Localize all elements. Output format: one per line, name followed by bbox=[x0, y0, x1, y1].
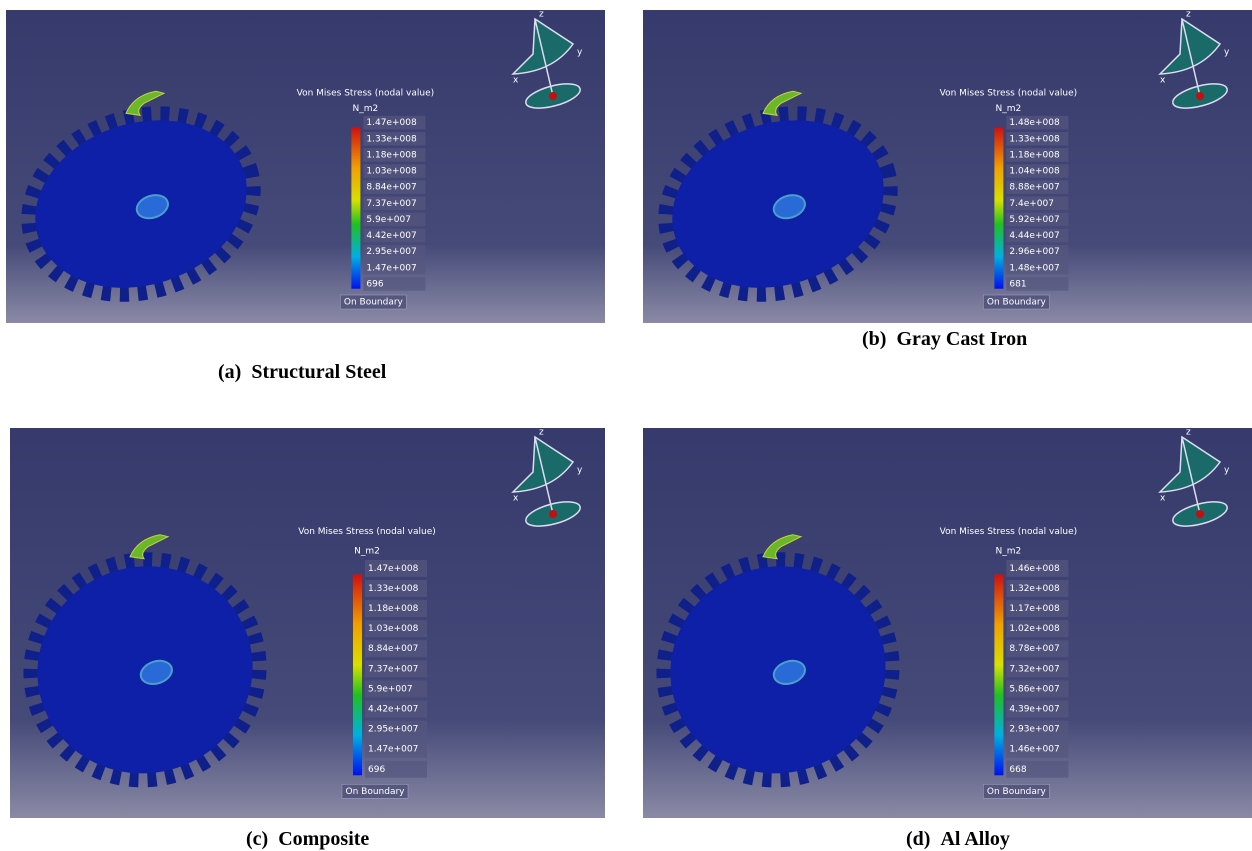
legend-tick: 1.03e+008 bbox=[368, 624, 419, 634]
axis-label: z bbox=[539, 428, 544, 438]
legend-tick: 696 bbox=[368, 765, 385, 775]
axis-label: x bbox=[513, 494, 519, 504]
legend-tick: 1.48e+008 bbox=[1009, 118, 1060, 128]
axis-label: x bbox=[1160, 76, 1166, 86]
legend-unit: N_m2 bbox=[354, 546, 380, 556]
legend-unit: N_m2 bbox=[996, 104, 1022, 114]
legend-tick: 1.46e+007 bbox=[1009, 745, 1059, 755]
legend-unit: N_m2 bbox=[353, 104, 379, 114]
legend-tick: 1.47e+008 bbox=[366, 118, 417, 128]
caption-text: Al Alloy bbox=[940, 828, 1009, 850]
boundary-label: On Boundary bbox=[987, 297, 1047, 307]
axis-label: y bbox=[577, 466, 583, 476]
legend-tick: 1.47e+007 bbox=[366, 263, 416, 273]
compass-origin bbox=[1196, 92, 1204, 100]
axis-label: z bbox=[539, 10, 544, 20]
legend-tick: 4.42e+007 bbox=[368, 704, 418, 714]
legend-tick: 1.46e+008 bbox=[1009, 564, 1060, 574]
legend-tick: 2.93e+007 bbox=[1009, 725, 1059, 735]
legend-tick: 5.92e+007 bbox=[1009, 215, 1059, 225]
compass-origin bbox=[549, 510, 557, 518]
legend-tick: 4.44e+007 bbox=[1009, 231, 1059, 241]
boundary-label: On Boundary bbox=[987, 787, 1047, 797]
axis-label: z bbox=[1186, 428, 1191, 438]
color-bar bbox=[351, 128, 360, 289]
caption: (b) Gray Cast Iron bbox=[862, 328, 1027, 351]
axis-label: y bbox=[1224, 466, 1230, 476]
axis-label: x bbox=[513, 76, 519, 86]
legend-tick: 696 bbox=[366, 279, 383, 289]
legend-tick: 7.37e+007 bbox=[368, 664, 418, 674]
caption-label: (b) bbox=[862, 328, 886, 350]
panel-b: z y x Von Mises Stress (nodal value) N_m2 1.4… bbox=[643, 10, 1252, 323]
legend-tick: 8.84e+007 bbox=[366, 183, 416, 193]
legend-title: Von Mises Stress (nodal value) bbox=[940, 88, 1078, 98]
caption: (d) Al Alloy bbox=[906, 828, 1010, 851]
caption-label: (c) bbox=[246, 828, 268, 850]
caption-text: Structural Steel bbox=[251, 361, 386, 383]
figure: z y x Von Mises Stress (nodal value) N_m2 1.4… bbox=[0, 0, 1252, 851]
color-bar bbox=[353, 574, 362, 775]
legend-tick: 5.9e+007 bbox=[366, 215, 411, 225]
legend-tick: 7.32e+007 bbox=[1009, 664, 1059, 674]
legend-tick: 4.39e+007 bbox=[1009, 704, 1059, 714]
legend-tick: 1.48e+007 bbox=[1009, 263, 1059, 273]
panel-c: z y x Von Mises Stress (nodal value) N_m2 1.4… bbox=[10, 428, 605, 818]
legend-tick: 1.47e+008 bbox=[368, 564, 419, 574]
legend-tick: 5.86e+007 bbox=[1009, 684, 1059, 694]
legend-tick: 2.95e+007 bbox=[366, 247, 416, 257]
legend-tick: 1.02e+008 bbox=[1009, 624, 1060, 634]
legend-title: Von Mises Stress (nodal value) bbox=[298, 527, 436, 537]
legend-tick: 7.37e+007 bbox=[366, 199, 416, 209]
legend-tick: 8.88e+007 bbox=[1009, 183, 1059, 193]
legend-tick: 8.84e+007 bbox=[368, 644, 418, 654]
axis-label: x bbox=[1160, 494, 1166, 504]
legend-tick: 2.95e+007 bbox=[368, 725, 418, 735]
legend-tick: 4.42e+007 bbox=[366, 231, 416, 241]
caption: (c) Composite bbox=[246, 828, 369, 851]
legend-tick: 1.32e+008 bbox=[1009, 584, 1060, 594]
legend-tick: 5.9e+007 bbox=[368, 684, 413, 694]
legend-tick: 668 bbox=[1009, 765, 1026, 775]
axis-label: y bbox=[1224, 48, 1230, 58]
legend-title: Von Mises Stress (nodal value) bbox=[297, 88, 435, 98]
boundary-label: On Boundary bbox=[344, 297, 404, 307]
legend-tick: 1.47e+007 bbox=[368, 745, 418, 755]
legend-tick: 2.96e+007 bbox=[1009, 247, 1059, 257]
color-bar bbox=[994, 128, 1003, 289]
caption-label: (d) bbox=[906, 828, 930, 850]
caption-label: (a) bbox=[218, 361, 241, 383]
legend-tick: 1.33e+008 bbox=[366, 134, 417, 144]
legend-tick: 1.17e+008 bbox=[1009, 604, 1060, 614]
legend-title: Von Mises Stress (nodal value) bbox=[940, 527, 1078, 537]
caption: (a) Structural Steel bbox=[218, 361, 386, 384]
legend-tick: 1.18e+008 bbox=[368, 604, 419, 614]
boundary-label: On Boundary bbox=[346, 787, 406, 797]
axis-label: y bbox=[577, 48, 583, 58]
caption-text: Gray Cast Iron bbox=[896, 328, 1027, 350]
axis-label: z bbox=[1186, 10, 1191, 20]
panel-a: z y x Von Mises Stress (nodal value) N_m2 1.4… bbox=[6, 10, 605, 323]
color-bar bbox=[994, 574, 1003, 775]
legend-tick: 8.78e+007 bbox=[1009, 644, 1059, 654]
legend-tick: 1.03e+008 bbox=[366, 167, 417, 177]
legend-tick: 1.33e+008 bbox=[368, 584, 419, 594]
legend-tick: 681 bbox=[1009, 279, 1026, 289]
legend-unit: N_m2 bbox=[996, 546, 1022, 556]
legend-tick: 7.4e+007 bbox=[1009, 199, 1054, 209]
legend-tick: 1.18e+008 bbox=[1009, 150, 1060, 160]
panel-d: z y x Von Mises Stress (nodal value) N_m2 1.4… bbox=[643, 428, 1252, 818]
compass-origin bbox=[549, 92, 557, 100]
legend-tick: 1.33e+008 bbox=[1009, 134, 1060, 144]
legend-tick: 1.04e+008 bbox=[1009, 167, 1060, 177]
compass-origin bbox=[1196, 510, 1204, 518]
caption-text: Composite bbox=[278, 828, 369, 850]
legend-tick: 1.18e+008 bbox=[366, 150, 417, 160]
